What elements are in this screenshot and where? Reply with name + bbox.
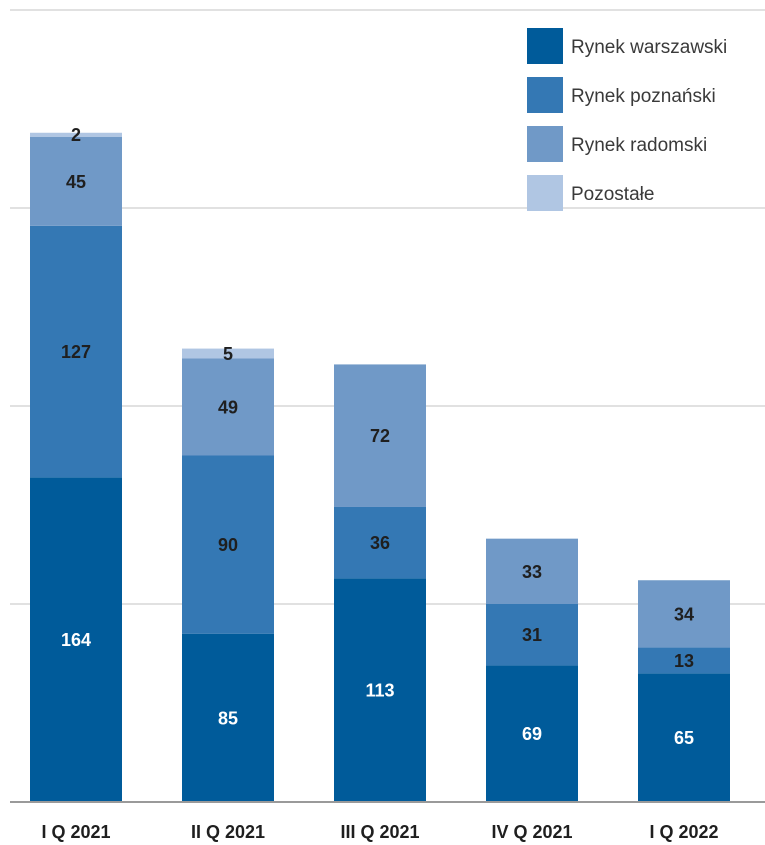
bar-segment <box>638 647 730 674</box>
data-label: 33 <box>522 562 542 582</box>
bar-segment <box>30 477 122 802</box>
bar-segment <box>182 633 274 802</box>
bar-segment <box>486 538 578 604</box>
bar-segment <box>30 136 122 226</box>
bars: 164 127 45 2 85 90 49 5 113 36 72 69 31 33 65 13 34 <box>30 125 730 802</box>
x-tick-label: I Q 2021 <box>41 822 110 842</box>
bar-segment <box>638 580 730 648</box>
x-tick-label: I Q 2022 <box>649 822 718 842</box>
bar-segment <box>182 455 274 634</box>
bar-segment <box>334 578 426 802</box>
legend-swatch <box>527 77 563 113</box>
data-label: 164 <box>61 630 91 650</box>
data-label: 34 <box>674 604 694 624</box>
bar-segment <box>182 358 274 456</box>
legend: Rynek warszawski Rynek poznański Rynek rad… <box>527 28 727 211</box>
data-label: 31 <box>522 625 542 645</box>
x-tick-label: IV Q 2021 <box>491 822 572 842</box>
legend-label: Rynek radomski <box>571 135 707 156</box>
x-tick-label: II Q 2021 <box>191 822 265 842</box>
data-label: 5 <box>223 344 233 364</box>
data-label: 49 <box>218 397 238 417</box>
x-tick-label: III Q 2021 <box>340 822 419 842</box>
x-tick-labels: I Q 2021 II Q 2021 III Q 2021 IV Q 2021 I Q … <box>41 822 718 842</box>
bar-segment <box>334 506 426 579</box>
bar-segment <box>182 348 274 359</box>
data-label: 72 <box>370 426 390 446</box>
legend-swatch <box>527 175 563 211</box>
legend-label: Rynek warszawski <box>571 37 727 58</box>
legend-label: Pozostałe <box>571 184 654 205</box>
legend-swatch <box>527 28 563 64</box>
legend-swatch <box>527 126 563 162</box>
data-label: 90 <box>218 535 238 555</box>
bar-segment <box>30 225 122 478</box>
bar-segment <box>30 132 122 137</box>
data-label: 36 <box>370 533 390 553</box>
bar-segment <box>334 364 426 507</box>
data-label: 85 <box>218 708 238 728</box>
data-label: 113 <box>365 681 394 701</box>
legend-label: Rynek poznański <box>571 86 716 107</box>
data-label: 65 <box>674 728 694 748</box>
bar-segment <box>638 673 730 802</box>
data-label: 127 <box>61 342 91 362</box>
data-label: 69 <box>522 724 542 744</box>
bar-segment <box>486 604 578 666</box>
data-label: 13 <box>674 651 694 671</box>
data-label: 2 <box>71 125 81 145</box>
data-label: 45 <box>66 172 86 192</box>
bar-segment <box>486 665 578 802</box>
